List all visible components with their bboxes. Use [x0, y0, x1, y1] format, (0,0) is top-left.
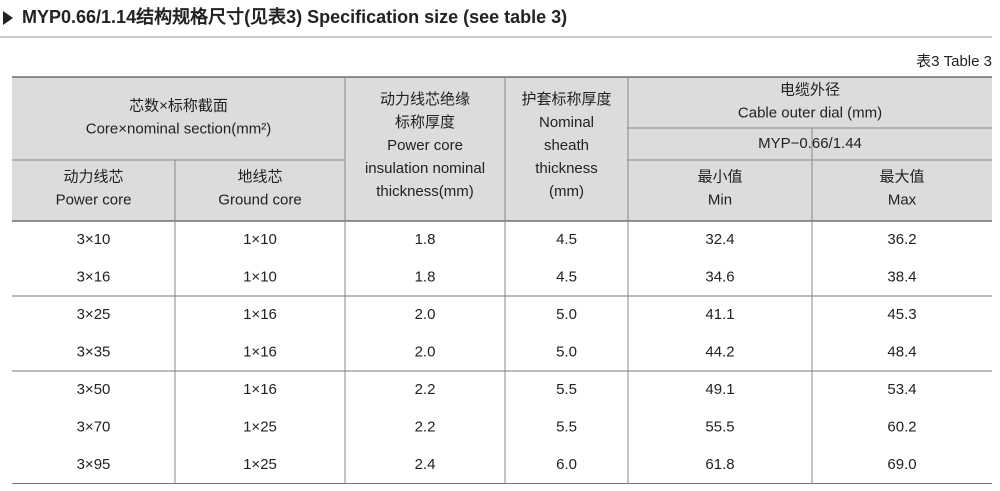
header-text: MYP−0.66/1.44 [758, 135, 862, 152]
cell-text: 5.5 [556, 381, 577, 398]
header-text: sheath [544, 137, 589, 154]
cell-text: 2.2 [415, 381, 436, 398]
cell-text: 3×35 [77, 343, 111, 360]
page-title: MYP0.66/1.14结构规格尺寸(见表3) Specification si… [22, 6, 567, 27]
cell-text: 1×16 [243, 343, 277, 360]
cell-text: 1.8 [415, 231, 436, 248]
header-text: 动力线芯 [63, 168, 123, 185]
header-text: Min [708, 191, 732, 208]
title-marker [3, 11, 13, 25]
cell-text: 49.1 [705, 381, 734, 398]
cell-text: 5.0 [556, 343, 577, 360]
cell-text: 2.4 [415, 456, 436, 473]
cell-text: 55.5 [705, 418, 734, 435]
cell-text: 60.2 [887, 418, 916, 435]
cell-text: 2.0 [415, 306, 436, 323]
cell-text: 5.0 [556, 306, 577, 323]
header-text: Power core [56, 191, 132, 208]
header-text: 电缆外径 [780, 81, 840, 98]
header-text: insulation nominal [365, 160, 485, 177]
header-text: 地线芯 [237, 168, 282, 185]
header-text: Core×nominal section(mm²) [86, 120, 271, 137]
header-text: Power core [387, 137, 463, 154]
cell-text: 38.4 [887, 268, 916, 285]
cell-text: 4.5 [556, 268, 577, 285]
cell-text: 3×10 [77, 231, 111, 248]
header-text: Ground core [218, 191, 301, 208]
cell-text: 2.0 [415, 343, 436, 360]
cell-text: 1×10 [243, 231, 277, 248]
header-text: 最小值 [697, 168, 742, 185]
cell-text: 3×95 [77, 456, 111, 473]
cell-text: 3×25 [77, 306, 111, 323]
cell-text: 53.4 [887, 381, 916, 398]
cell-text: 3×16 [77, 268, 111, 285]
cell-text: 69.0 [887, 456, 916, 473]
cell-text: 61.8 [705, 456, 734, 473]
cell-text: 36.2 [887, 231, 916, 248]
cell-text: 48.4 [887, 343, 916, 360]
table-caption: 表3 Table 3 [916, 53, 992, 70]
header-text: 芯数×标称截面 [129, 97, 228, 114]
cell-text: 1×25 [243, 418, 277, 435]
cell-text: 1.8 [415, 268, 436, 285]
cell-text: 1×16 [243, 381, 277, 398]
cell-text: 4.5 [556, 231, 577, 248]
header-text: Nominal [539, 114, 594, 131]
header-text: 动力线芯绝缘 [380, 91, 470, 108]
cell-text: 32.4 [705, 231, 734, 248]
cell-text: 45.3 [887, 306, 916, 323]
cell-text: 2.2 [415, 418, 436, 435]
cell-text: 44.2 [705, 343, 734, 360]
cell-text: 41.1 [705, 306, 734, 323]
header-text: (mm) [549, 183, 584, 200]
header-text: Max [888, 191, 917, 208]
header-text: 护套标称厚度 [521, 91, 611, 108]
cell-text: 3×50 [77, 381, 111, 398]
header-text: 标称厚度 [395, 114, 455, 131]
cell-text: 3×70 [77, 418, 111, 435]
cell-text: 5.5 [556, 418, 577, 435]
cell-text: 1×25 [243, 456, 277, 473]
header-text: thickness(mm) [376, 183, 474, 200]
header-text: thickness [535, 160, 598, 177]
header-text: Cable outer dial (mm) [738, 104, 882, 121]
cell-text: 1×16 [243, 306, 277, 323]
cell-text: 34.6 [705, 268, 734, 285]
cell-text: 1×10 [243, 268, 277, 285]
header-text: 最大值 [879, 168, 924, 185]
cell-text: 6.0 [556, 456, 577, 473]
